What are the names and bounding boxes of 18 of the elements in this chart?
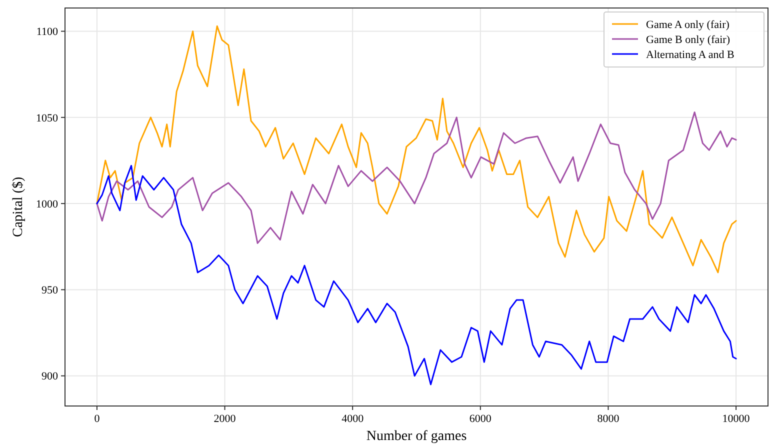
y-tick-label: 1000: [36, 198, 58, 210]
y-tick-label: 1050: [36, 112, 58, 124]
legend-label: Alternating A and B: [646, 48, 734, 61]
x-tick-label: 6000: [469, 413, 492, 425]
x-tick-label: 0: [94, 413, 100, 425]
x-tick-label: 2000: [214, 413, 236, 425]
x-tick-label: 4000: [342, 413, 364, 425]
y-tick-label: 950: [42, 284, 58, 297]
x-tick-label: 10000: [722, 413, 750, 425]
x-tick-label: 8000: [597, 413, 620, 425]
legend-label: Game A only (fair): [646, 18, 730, 31]
y-tick-label: 900: [42, 370, 58, 383]
line-series: [96, 111, 737, 244]
y-tick-label: 1100: [36, 26, 58, 38]
y-axis-title: Capital ($): [11, 176, 26, 238]
x-axis-title: Number of games: [366, 429, 467, 444]
legend-label: Game B only (fair): [646, 34, 730, 46]
line-series: [96, 164, 737, 386]
